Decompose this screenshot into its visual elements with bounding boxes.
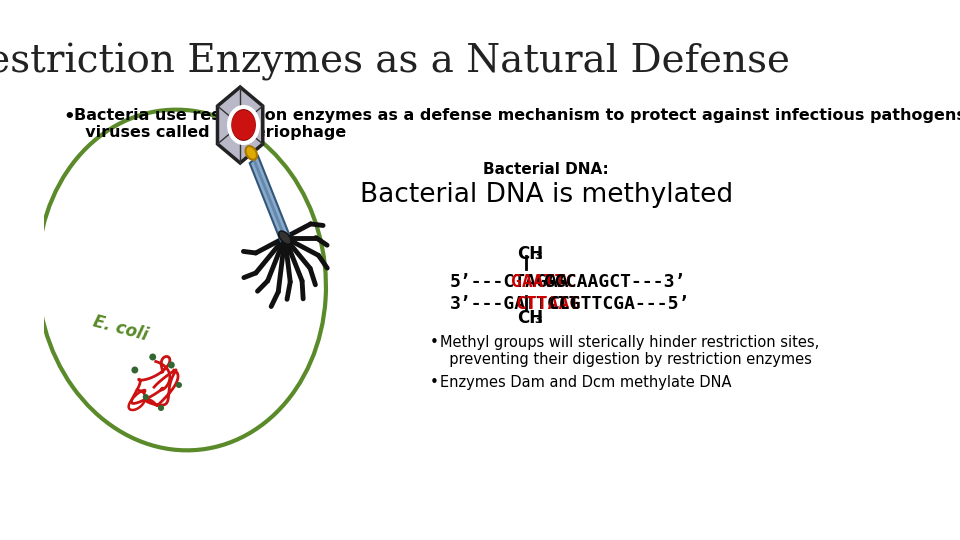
Text: 3’---GATTCTT: 3’---GATTCTT <box>450 295 581 313</box>
Ellipse shape <box>132 367 138 374</box>
Text: CCGTTCGA---5’: CCGTTCGA---5’ <box>549 295 690 313</box>
Text: GAATTC: GAATTC <box>511 273 576 291</box>
Polygon shape <box>218 87 263 163</box>
Ellipse shape <box>168 361 175 368</box>
Text: E. coli: E. coli <box>91 312 150 344</box>
Ellipse shape <box>230 109 256 141</box>
Text: CH: CH <box>517 245 543 263</box>
Ellipse shape <box>143 394 149 400</box>
Polygon shape <box>250 156 289 241</box>
Text: Enzymes Dam and Dcm methylate DNA: Enzymes Dam and Dcm methylate DNA <box>441 375 732 390</box>
Text: 3: 3 <box>534 315 541 325</box>
Text: •: • <box>429 335 439 350</box>
Ellipse shape <box>157 405 164 411</box>
Text: 3: 3 <box>534 251 541 261</box>
Ellipse shape <box>150 354 156 361</box>
Text: Restriction Enzymes as a Natural Defense: Restriction Enzymes as a Natural Defense <box>0 43 790 81</box>
Text: Methyl groups will sterically hinder restriction sites,
  preventing their diges: Methyl groups will sterically hinder res… <box>441 335 820 367</box>
Text: Bacteria use restriction enzymes as a defense mechanism to protect against infec: Bacteria use restriction enzymes as a de… <box>74 108 960 140</box>
Ellipse shape <box>278 231 291 244</box>
Text: Bacterial DNA:: Bacterial DNA: <box>484 162 610 177</box>
Text: 5’---CTAGAA: 5’---CTAGAA <box>450 273 569 291</box>
Text: •: • <box>429 375 439 390</box>
Text: CH: CH <box>517 309 543 327</box>
Text: •: • <box>63 108 75 126</box>
Ellipse shape <box>176 382 182 388</box>
Ellipse shape <box>246 146 257 160</box>
Polygon shape <box>252 159 286 239</box>
Text: CTTAAG: CTTAAG <box>516 295 582 313</box>
Text: Bacterial DNA is methylated: Bacterial DNA is methylated <box>360 182 732 208</box>
Text: GGCAAGCT---3’: GGCAAGCT---3’ <box>543 273 685 291</box>
